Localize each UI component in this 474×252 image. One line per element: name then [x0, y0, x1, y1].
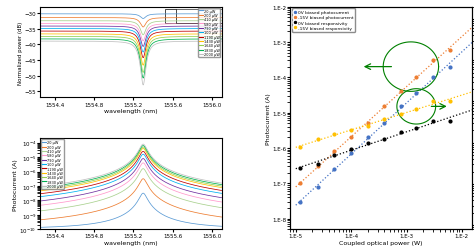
Point [347, 147, 355, 151]
Point [364, 136, 372, 140]
Point [412, 92, 420, 96]
Point [314, 163, 321, 167]
Point [397, 105, 405, 109]
Legend: 20 μW, 200 μW, 410 μW, 580 μW, 790 μW, 100 μW, 1190 μW, 1430 μW, 1640 μW, 1830 μ: 20 μW, 200 μW, 410 μW, 580 μW, 790 μW, 1… [198, 9, 220, 58]
Point [446, 120, 454, 124]
Point [296, 181, 304, 185]
Point [412, 107, 420, 111]
Point [412, 76, 420, 80]
Point [364, 141, 372, 145]
Point [429, 59, 437, 63]
Y-axis label: Photocurrent (A): Photocurrent (A) [266, 93, 271, 144]
Point [296, 145, 304, 149]
X-axis label: wavelength (nm): wavelength (nm) [104, 240, 158, 245]
Point [296, 200, 304, 204]
Point [412, 126, 420, 130]
Legend: 20 μW, 200 μW, 410 μW, 580 μW, 790 μW, 100 μW, 1190 μW, 1430 μW, 1640 μW, 1830 μ: 20 μW, 200 μW, 410 μW, 580 μW, 790 μW, 1… [41, 140, 64, 189]
Point [429, 120, 437, 124]
Point [429, 76, 437, 80]
Point [381, 122, 388, 126]
Point [347, 136, 355, 140]
Point [331, 150, 338, 154]
Point [347, 152, 355, 156]
Point [429, 100, 437, 104]
Point [397, 90, 405, 94]
Point [364, 125, 372, 129]
Legend: 0V biased photocurrent, -15V biased photocurrent, 0V biased responsivity, -15V b: 0V biased photocurrent, -15V biased phot… [292, 9, 356, 33]
Point [397, 131, 405, 135]
Point [364, 122, 372, 126]
Point [314, 185, 321, 189]
Point [331, 168, 338, 172]
Point [347, 129, 355, 133]
X-axis label: Coupled optical power (W): Coupled optical power (W) [339, 240, 423, 245]
Point [397, 112, 405, 116]
Point [381, 118, 388, 122]
Point [331, 133, 338, 137]
Y-axis label: Normalized power (dB): Normalized power (dB) [18, 21, 23, 84]
Point [446, 49, 454, 53]
Point [381, 138, 388, 142]
Point [331, 153, 338, 158]
Point [314, 138, 321, 142]
Point [296, 166, 304, 170]
Point [446, 65, 454, 69]
Point [446, 100, 454, 104]
Point [381, 105, 388, 109]
X-axis label: wavelength (nm): wavelength (nm) [104, 109, 158, 114]
Bar [164, 10, 176, 24]
Y-axis label: Photocurrent (A): Photocurrent (A) [13, 158, 18, 210]
Point [314, 165, 321, 169]
